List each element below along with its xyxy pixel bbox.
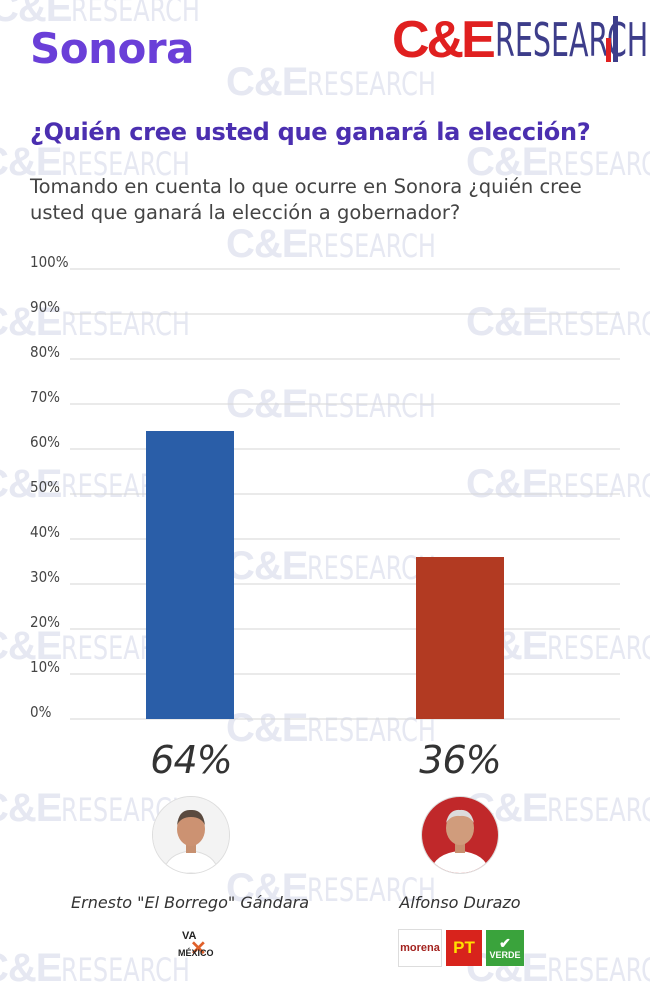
y-tick-label: 10% — [30, 658, 60, 676]
question-heading: ¿Quién cree usted que ganará la elección… — [30, 118, 591, 146]
candidate-photo-gandara — [152, 796, 230, 874]
party-logos-durazo: morena PT ✔ VERDE — [398, 928, 524, 968]
pt-logo-text: PT — [453, 938, 475, 957]
y-tick-label: 100% — [30, 253, 69, 271]
watermark-tile: C&ERESEARCH — [466, 140, 650, 184]
y-tick-label: 60% — [30, 433, 60, 451]
watermark-tile: C&ERESEARCH — [226, 60, 437, 104]
mexico-logo-text: MÉXICO — [178, 948, 214, 958]
morena-logo-text: morena — [400, 942, 440, 954]
value-label-gandara: 64% — [150, 738, 232, 782]
y-tick-label: 20% — [30, 613, 60, 631]
toucan-icon: ✔ — [499, 935, 511, 951]
va-logo-cross-icon: ✕ — [190, 938, 207, 960]
watermark-tile: C&ERESEARCH — [226, 706, 437, 750]
logo-ce: C&E — [392, 11, 496, 69]
watermark-tile: C&ERESEARCH — [466, 300, 650, 344]
y-tick-label: 90% — [30, 298, 60, 316]
watermark-tile: C&ERESEARCH — [0, 140, 191, 184]
pt-logo: PT — [446, 930, 482, 966]
y-tick-label: 80% — [30, 343, 60, 361]
morena-logo: morena — [398, 929, 442, 967]
watermark-tile: C&ERESEARCH — [466, 462, 650, 506]
va-logo-text: VA — [182, 930, 197, 942]
question-subtitle: Tomando en cuenta lo que ocurre en Sonor… — [30, 175, 582, 224]
watermark-tile: C&ERESEARCH — [226, 222, 437, 266]
candidate-name-gandara: Ernesto "El Borrego" Gándara — [71, 893, 309, 912]
verde-logo-text: VERDE — [489, 950, 521, 960]
y-tick-label: 50% — [30, 478, 60, 496]
logo-bars-icon — [606, 16, 622, 62]
watermark-tile: C&ERESEARCH — [226, 866, 437, 910]
y-tick-label: 0% — [30, 703, 52, 721]
watermark-tile: C&ERESEARCH — [0, 300, 191, 344]
region-title: Sonora — [30, 24, 194, 73]
bar-gandara — [146, 431, 234, 719]
value-label-durazo: 36% — [419, 738, 501, 782]
candidate-name-durazo: Alfonso Durazo — [399, 893, 521, 912]
ce-research-logo: C&E RESEARCH — [392, 10, 650, 70]
watermark-tile: C&ERESEARCH — [0, 946, 191, 982]
watermark-tile: C&ERESEARCH — [226, 544, 437, 588]
watermark-tile: C&ERESEARCH — [0, 0, 201, 30]
y-tick-label: 70% — [30, 388, 60, 406]
verde-logo: ✔ VERDE — [486, 930, 524, 966]
bar-chart: 0% 10% 20% 30% 40% 50% 60% 70% 80% 90% 100% — [30, 253, 620, 721]
bar-durazo — [416, 557, 504, 719]
y-tick-label: 40% — [30, 523, 60, 541]
logo-research: RESEARCH — [494, 13, 649, 67]
va-por-mexico-logo: VA ✕ MÉXICO — [170, 928, 214, 968]
y-tick-label: 30% — [30, 568, 60, 586]
candidate-photo-durazo — [421, 796, 499, 874]
